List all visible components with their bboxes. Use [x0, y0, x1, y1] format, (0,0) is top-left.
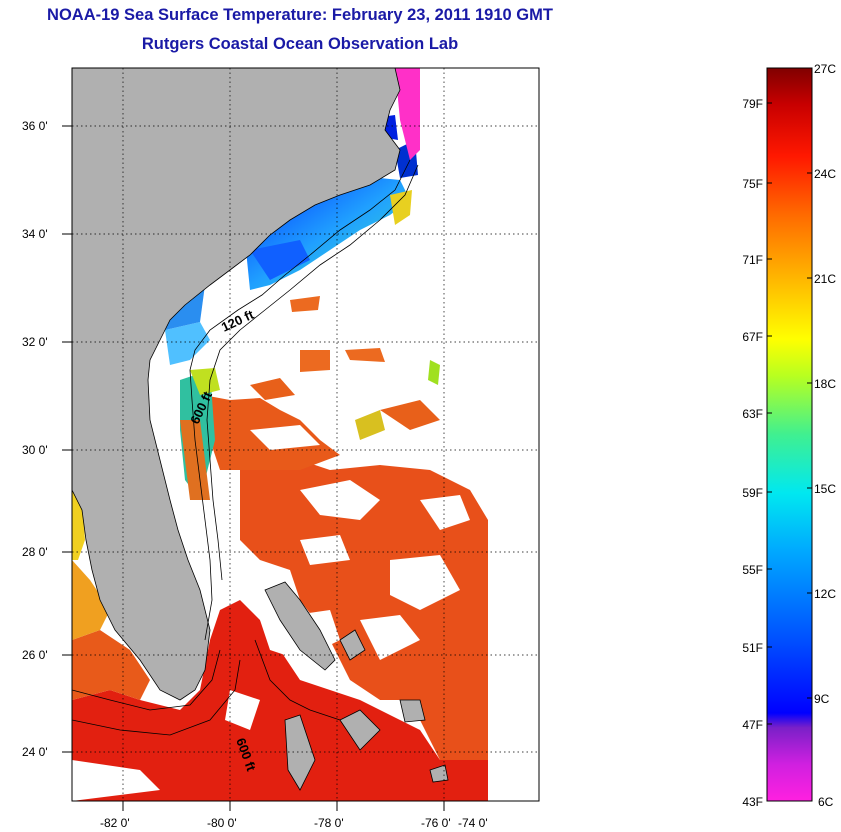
colorbar-f-label: 63F — [742, 407, 763, 421]
lon-label-82: -82 0' — [100, 816, 130, 830]
colorbar-c-label: 24C — [814, 167, 836, 181]
lat-label-26: 26 0' — [22, 648, 48, 662]
map-panel: 120 ft 600 ft 600 ft — [72, 68, 539, 801]
colorbar-f-label: 67F — [742, 330, 763, 344]
lat-label-28: 28 0' — [22, 545, 48, 559]
colorbar-f-label: 43F — [742, 795, 763, 809]
colorbar-c-label: 15C — [814, 482, 836, 496]
colorbar: 79F 75F 71F 67F 63F 59F 55F 51F 47F 43F … — [742, 62, 836, 809]
map-frame — [71, 67, 540, 802]
colorbar-c-label: 21C — [814, 272, 836, 286]
lat-label-36: 36 0' — [22, 119, 48, 133]
colorbar-c-label: 6C — [818, 795, 834, 809]
colorbar-c-label: 18C — [814, 377, 836, 391]
colorbar-gradient — [766, 67, 813, 802]
grid-lines — [72, 68, 539, 801]
colorbar-f-label: 71F — [742, 253, 763, 267]
lat-label-32: 32 0' — [22, 335, 48, 349]
map-subtitle: Rutgers Coastal Ocean Observation Lab — [141, 35, 459, 53]
lat-label-30: 30 0' — [22, 443, 48, 457]
colorbar-f-label: 51F — [742, 641, 763, 655]
colorbar-f-label: 79F — [742, 97, 763, 111]
colorbar-f-label: 55F — [742, 563, 763, 577]
lat-label-34: 34 0' — [22, 227, 48, 241]
warm-water-region — [203, 296, 488, 800]
land-mass — [72, 68, 449, 791]
colorbar-c-label: 12C — [814, 587, 836, 601]
colorbar-c-label: 27C — [814, 62, 836, 76]
map-title: NOAA-19 Sea Surface Temperature: Februar… — [47, 6, 553, 24]
lon-label-74: -74 0' — [458, 816, 488, 830]
axis-ticks — [62, 125, 445, 811]
colorbar-f-label: 75F — [742, 177, 763, 191]
colorbar-f-label: 59F — [742, 486, 763, 500]
lon-label-80: -80 0' — [207, 816, 237, 830]
colorbar-c-label: 9C — [814, 692, 830, 706]
colorbar-f-label: 47F — [742, 718, 763, 732]
lon-label-76: -76 0' — [421, 816, 451, 830]
depth-contours — [72, 159, 419, 736]
lon-label-78: -78 0' — [314, 816, 344, 830]
colorbar-ticks — [767, 67, 812, 802]
lat-label-24: 24 0' — [22, 745, 48, 759]
